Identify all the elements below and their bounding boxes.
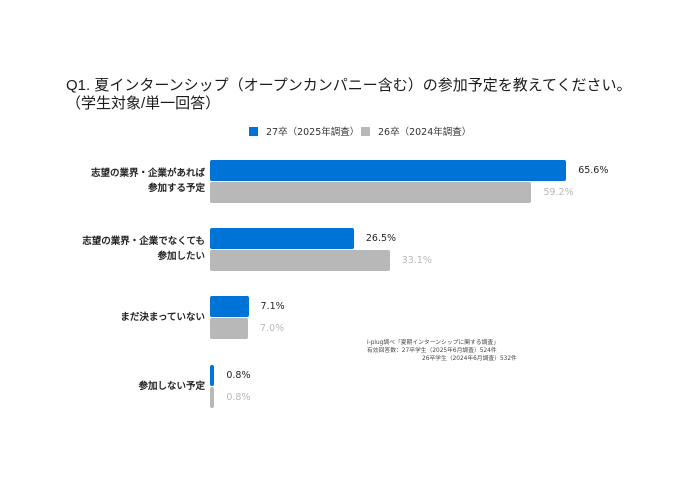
chart-title-line2: （学生対象/単一回答） (66, 95, 221, 112)
chart-title-line1: Q1. 夏インターンシップ（オープンカンパニー含む）の参加予定を教えてください。 (66, 77, 632, 94)
legend-swatch-blue (249, 126, 258, 136)
bar-27 (210, 228, 354, 249)
legend: 27卒（2025年調査） 26卒（2024年調査） (0, 123, 698, 139)
legend-label: 26卒（2024年調査） (378, 127, 472, 138)
legend-item-26: 26卒（2024年調査） (361, 123, 471, 139)
source-note-line2: 有効回答数：27卒学生（2025年6月調査）524件 (367, 348, 497, 354)
category-label-line1: 志望の業界・企業があれば (90, 168, 205, 179)
bar-26 (210, 387, 215, 408)
legend-swatch-gray (361, 126, 370, 136)
category-label-line2: 参加する予定 (147, 183, 205, 194)
value-label: 7.0% (260, 323, 285, 334)
value-label: 33.1% (401, 255, 432, 266)
value-label: 7.1% (260, 301, 285, 312)
category-label-line1: まだ決まっていない (120, 312, 205, 323)
category-label-line2: 参加したい (157, 251, 205, 262)
legend-label: 27卒（2025年調査） (266, 127, 360, 138)
source-note-line1: i-plug調べ「夏期インターンシップに関する調査」 (367, 340, 499, 346)
bar-26 (210, 318, 248, 339)
category-label: 志望の業界・企業でなくても参加したい (82, 234, 205, 264)
bar-27 (210, 160, 567, 181)
bar-26 (210, 182, 532, 203)
value-label: 0.8% (226, 370, 251, 381)
bar-26 (210, 250, 390, 271)
value-label: 65.6% (578, 165, 609, 176)
legend-item-27: 27卒（2025年調査） (249, 123, 359, 139)
category-label: 参加しない予定 (138, 379, 205, 394)
bar-27 (210, 296, 249, 317)
category-label: まだ決まっていない (120, 310, 205, 325)
category-label-line1: 参加しない予定 (138, 381, 205, 392)
category-label: 志望の業界・企業があれば参加する予定 (91, 166, 205, 196)
value-label: 26.5% (365, 233, 397, 244)
value-label: 59.2% (543, 187, 574, 198)
value-label: 0.8% (226, 392, 251, 403)
category-label-line1: 志望の業界・企業でなくても (82, 236, 205, 247)
source-note-line3: 26卒学生（2024年6月調査）532件 (422, 356, 517, 362)
bar-27 (210, 365, 215, 386)
chart-title: Q1. 夏インターンシップ（オープンカンパニー含む）の参加予定を教えてください。… (66, 77, 632, 113)
source-note: i-plug調べ「夏期インターンシップに関する調査」 有効回答数：27卒学生（2… (367, 339, 517, 363)
